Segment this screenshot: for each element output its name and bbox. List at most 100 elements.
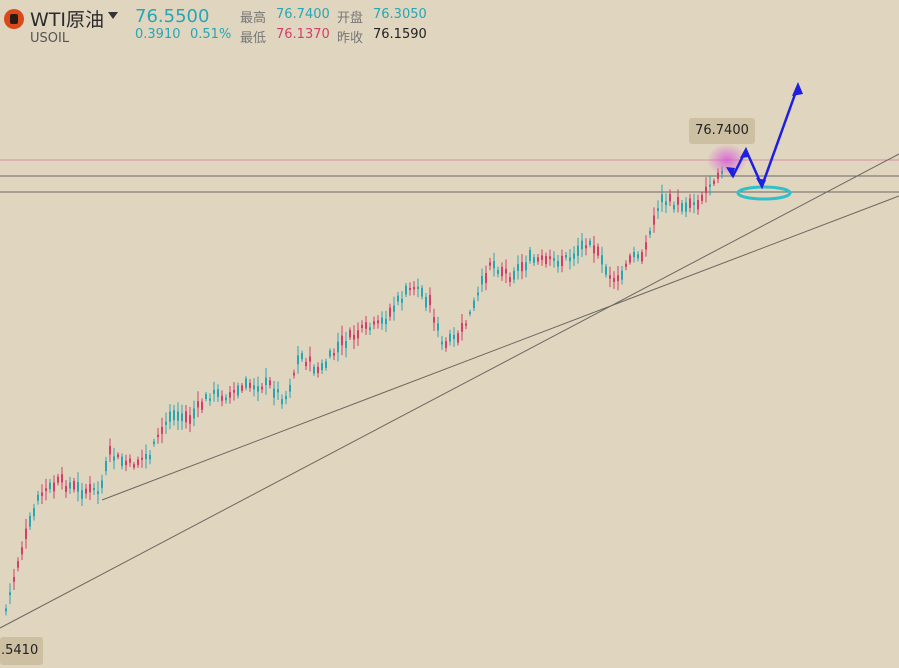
candle-body: [549, 256, 551, 260]
candle-body: [105, 461, 107, 472]
candle-body: [269, 380, 271, 386]
candle-body: [277, 389, 279, 393]
candle-body: [313, 366, 315, 374]
up-arrowhead-icon: [792, 82, 803, 96]
candle-body: [433, 317, 435, 323]
candle-body: [445, 341, 447, 348]
candle-body: [573, 253, 575, 259]
candle-body: [637, 254, 639, 259]
candle-body: [713, 180, 715, 184]
candle-body: [173, 410, 175, 421]
candle-body: [317, 366, 319, 374]
candle-body: [177, 411, 179, 421]
candle-body: [513, 270, 515, 280]
candle-body: [397, 295, 399, 302]
candle-body: [45, 488, 47, 491]
candle-body: [677, 197, 679, 205]
candle-body: [641, 252, 643, 262]
candle-body: [241, 385, 243, 391]
candle-body: [153, 441, 155, 445]
price-change-percent: 0.51%: [190, 27, 232, 42]
candle-body: [17, 561, 19, 568]
candle-body: [629, 255, 631, 263]
candle-body: [377, 320, 379, 324]
candle-body: [669, 194, 671, 202]
prev-close-label: 昨收: [337, 31, 364, 46]
candle-body: [673, 204, 675, 210]
candle-body: [437, 323, 439, 331]
candle-body: [65, 485, 67, 492]
prev-close-value: 76.1590: [373, 27, 427, 42]
candle-body: [717, 172, 719, 179]
trend-line-shallow: [101, 195, 899, 501]
candle-body: [61, 474, 63, 483]
candle-body: [261, 386, 263, 390]
candles: [5, 166, 723, 616]
candle-body: [233, 390, 235, 393]
candle-body: [189, 415, 191, 424]
candle-body: [529, 249, 531, 261]
candle-body: [9, 592, 11, 596]
candle-body: [121, 456, 123, 467]
high-label: 最高: [240, 11, 267, 26]
candle-body: [333, 352, 335, 356]
candle-body: [349, 329, 351, 338]
instrument-title[interactable]: WTI原油: [30, 9, 104, 31]
candle-body: [489, 262, 491, 266]
candle-body: [405, 285, 407, 295]
low-label: 最低: [240, 31, 267, 46]
candle-body: [701, 194, 703, 201]
candle-body: [249, 382, 251, 388]
candle-body: [593, 245, 595, 254]
candle-body: [213, 389, 215, 394]
candle-body: [273, 388, 275, 398]
candle-body: [265, 377, 267, 385]
candle-body: [201, 401, 203, 410]
candle-body: [409, 287, 411, 290]
target-zone-ellipse: [736, 185, 792, 201]
candle-body: [205, 394, 207, 400]
candle-body: [477, 292, 479, 296]
candle-body: [321, 363, 323, 371]
candle-body: [553, 258, 555, 261]
dropdown-caret-icon[interactable]: [108, 12, 118, 19]
candle-body: [93, 488, 95, 491]
candle-body: [449, 333, 451, 342]
candle-body: [281, 399, 283, 405]
candle-body: [37, 494, 39, 501]
candle-body: [565, 254, 567, 258]
candle-body: [537, 257, 539, 262]
candle-body: [57, 476, 59, 483]
candle-body: [77, 482, 79, 492]
open-label: 开盘: [337, 11, 364, 26]
candle-body: [21, 547, 23, 555]
candle-body: [237, 385, 239, 396]
candle-body: [253, 385, 255, 390]
candle-body: [305, 361, 307, 367]
candle-body: [709, 184, 711, 187]
instrument-symbol: USOIL: [30, 31, 70, 46]
candle-body: [545, 255, 547, 265]
candle-body: [401, 298, 403, 303]
last-price: 76.5500: [135, 6, 210, 27]
candle-body: [617, 275, 619, 282]
candle-body: [125, 460, 127, 466]
candle-body: [293, 372, 295, 376]
low-value: 76.1370: [276, 27, 330, 42]
candle-body: [337, 341, 339, 353]
candle-body: [53, 482, 55, 492]
candle-body: [601, 255, 603, 265]
candle-body: [129, 458, 131, 463]
candle-body: [49, 482, 51, 490]
candle-body: [533, 257, 535, 263]
candle-body: [145, 453, 147, 460]
candle-body: [645, 242, 647, 250]
down-arrowhead-icon: [756, 178, 766, 189]
candle-body: [557, 260, 559, 267]
candle-body: [161, 426, 163, 434]
candle-body: [197, 401, 199, 408]
candle-body: [329, 350, 331, 357]
candle-body: [693, 202, 695, 205]
candle-body: [453, 334, 455, 340]
